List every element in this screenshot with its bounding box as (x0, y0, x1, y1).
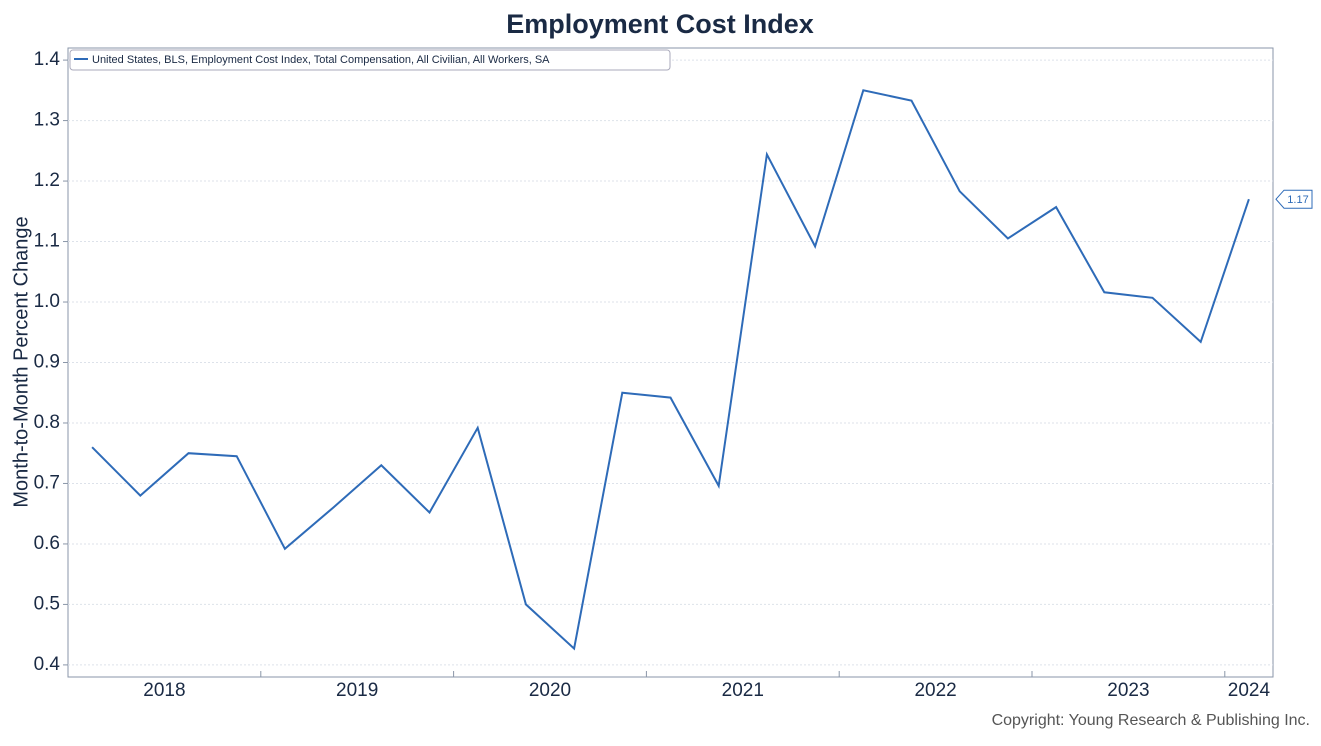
y-tick-label: 0.9 (34, 352, 60, 373)
x-tick-label: 2022 (914, 680, 956, 701)
y-tick-label: 0.5 (34, 593, 60, 614)
y-tick-label: 0.8 (34, 412, 60, 433)
y-tick-label: 1.2 (34, 170, 60, 191)
copyright: Copyright: Young Research & Publishing I… (992, 712, 1310, 729)
legend-label: United States, BLS, Employment Cost Inde… (92, 54, 550, 66)
y-tick-label: 0.6 (34, 533, 60, 554)
line-series (91, 89, 1250, 651)
y-tick-label: 1.0 (34, 291, 60, 312)
value-label: 1.17 (1287, 194, 1308, 206)
legend-box (69, 49, 671, 71)
y-axis-label: Month-to-Month Percent Change (10, 216, 32, 507)
x-tick-label: 2018 (143, 680, 185, 701)
x-tick-label: 2020 (529, 680, 571, 701)
chart-title: Employment Cost Index (506, 9, 814, 39)
y-tick-label: 1.1 (34, 231, 60, 252)
y-tick-label: 0.4 (34, 654, 61, 675)
x-tick-label: 2021 (722, 680, 764, 701)
x-tick-label: 2023 (1107, 680, 1149, 701)
x-tick-label: 2024 (1228, 680, 1271, 701)
x-tick-label: 2019 (336, 680, 378, 701)
value-label-box (1275, 189, 1313, 209)
y-tick-label: 1.3 (34, 110, 60, 131)
y-tick-label: 0.7 (34, 472, 60, 493)
y-tick-label: 1.4 (34, 49, 61, 70)
